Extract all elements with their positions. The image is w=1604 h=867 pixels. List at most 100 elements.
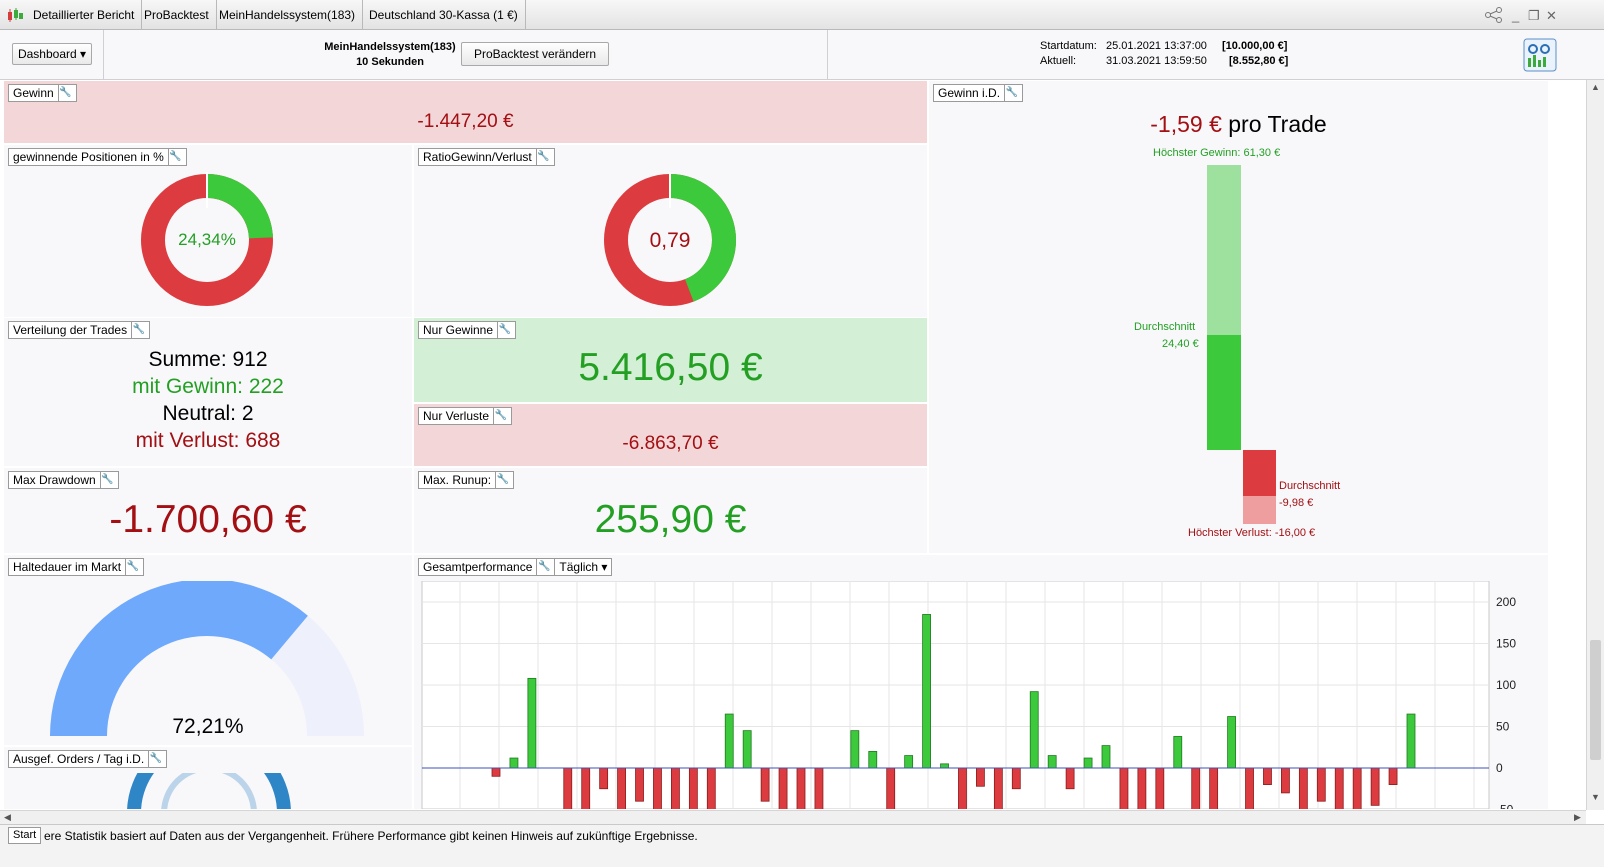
header-divider (103, 30, 104, 80)
panel-title: Max. Runup: 🔧 (418, 471, 515, 489)
tab-detailed-report[interactable]: Detaillierter Bericht (26, 0, 143, 30)
chart-bar (1191, 767, 1201, 809)
panel-title: Verteilung der Trades 🔧 (8, 321, 151, 339)
panel-title-label: Verteilung der Trades (13, 323, 128, 337)
scroll-left-icon[interactable]: ◀ (4, 812, 11, 822)
avg-gain-bar (1207, 335, 1241, 450)
tab-probacktest[interactable]: ProBacktest (137, 0, 217, 30)
modify-backtest-button[interactable]: ProBacktest verändern (461, 42, 609, 66)
start-tab[interactable]: Start (8, 827, 42, 844)
close-icon[interactable]: ✕ (1546, 8, 1557, 23)
chart-bar (922, 614, 931, 769)
max-runup-value: 255,90 € (594, 498, 747, 541)
chart-bar (1352, 767, 1362, 809)
restore-icon[interactable]: ❐ (1528, 8, 1540, 23)
panel-title: Gewinn 🔧 (8, 84, 77, 102)
wrench-icon[interactable]: 🔧 (57, 85, 72, 101)
panel-gain-per-trade: Gewinn i.D. 🔧 -1,59 € pro Trade Höchster … (929, 81, 1548, 553)
chart-bar (742, 730, 752, 769)
panel-max-runup: Max. Runup: 🔧 255,90 € (414, 468, 927, 553)
panel-max-drawdown: Max Drawdown 🔧 -1.700,60 € (4, 468, 412, 553)
wrench-icon[interactable]: 🔧 (167, 149, 182, 165)
only-losses-value: -6.863,70 € (622, 433, 719, 454)
performance-bar-chart: 200 150 100 50 0 -50 (421, 581, 1516, 810)
chart-bar (617, 767, 626, 809)
tab-trading-system[interactable]: MeinHandelssystem(183) (212, 0, 364, 30)
chart-bar (491, 767, 501, 777)
ratio-donut (604, 172, 736, 306)
share-icon[interactable] (1484, 6, 1504, 24)
gauge-fill (50, 581, 308, 736)
title-bar: Detaillierter Bericht ProBacktest MeinHa… (0, 0, 1604, 30)
panel-holding-time: Haltedauer im Markt 🔧 72,21% (4, 555, 412, 745)
panel-only-losses: Nur Verluste 🔧 -6.863,70 € (414, 404, 927, 466)
minimize-icon[interactable]: _ (1512, 8, 1520, 23)
chart-bar (1316, 767, 1326, 802)
y-tick-label: -50 (1496, 803, 1514, 810)
holding-value: 72,21% (172, 715, 244, 738)
panel-ratio: RatioGewinn/Verlust 🔧 0,79 (414, 145, 927, 317)
report-tool-icon[interactable] (1523, 38, 1557, 72)
dashboard-dropdown[interactable]: Dashboard ▾ (12, 43, 92, 65)
chart-bar (724, 713, 734, 769)
system-timeframe: 10 Sekunden (356, 56, 424, 68)
scrollbar-thumb[interactable] (1590, 640, 1601, 760)
chart-bar (1173, 736, 1183, 769)
holding-gauge (50, 581, 364, 736)
scroll-up-icon[interactable]: ▲ (1591, 82, 1600, 92)
wrench-icon[interactable]: 🔧 (131, 322, 145, 338)
per-trade-label: pro Trade (1228, 111, 1327, 137)
wrench-icon[interactable]: 🔧 (125, 559, 139, 575)
panel-title: Haltedauer im Markt 🔧 (8, 558, 145, 576)
tab-instrument[interactable]: Deutschland 30-Kassa (1 €) (362, 0, 526, 30)
per-trade-line: -1,59 € pro Trade (929, 111, 1548, 138)
panel-winning-positions: gewinnende Positionen in % 🔧 24,34% (4, 145, 412, 317)
chart-bar (796, 767, 806, 809)
wrench-icon[interactable]: 🔧 (1004, 85, 1018, 101)
chart-bar (1101, 745, 1111, 769)
panel-title: Ausgef. Orders / Tag i.D. 🔧 (8, 750, 168, 768)
panel-title-label: gewinnende Positionen in % (13, 150, 164, 164)
chart-bar (904, 755, 914, 769)
start-date: 25.01.2021 13:37:00 (1106, 40, 1207, 52)
vertical-scrollbar[interactable]: ▲ ▼ (1586, 80, 1604, 810)
y-tick-label: 200 (1496, 595, 1516, 609)
wrench-icon[interactable]: 🔧 (99, 472, 114, 488)
trades-total: Summe: 912 (148, 348, 268, 371)
period-dropdown[interactable]: Täglich ▾ (554, 559, 607, 575)
chart-bar (688, 767, 698, 809)
panel-title-label: Gewinn (13, 86, 54, 100)
chart-bar (599, 767, 609, 790)
chart-bar (706, 767, 716, 809)
wrench-icon[interactable]: 🔧 (148, 751, 162, 767)
trades-winning: mit Gewinn: 222 (132, 375, 284, 398)
panel-title-label: Nur Gewinne (423, 323, 494, 337)
chart-bar (886, 767, 896, 809)
wrench-icon[interactable]: 🔧 (535, 149, 550, 165)
chart-bar (527, 677, 537, 769)
chart-bar (1263, 767, 1272, 786)
wrench-icon[interactable]: 🔧 (493, 408, 507, 424)
panel-orders-per-day: Ausgef. Orders / Tag i.D. 🔧 (4, 747, 412, 809)
y-tick-label: 150 (1496, 637, 1516, 651)
per-trade-value: -1,59 € (1150, 111, 1222, 137)
header-divider (827, 30, 828, 80)
chart-bar (1227, 716, 1236, 769)
system-name: MeinHandelssystem(183) (324, 41, 456, 53)
chart-bar (850, 730, 860, 769)
chart-bar (1209, 767, 1219, 809)
chart-bar (581, 767, 591, 809)
avg-loss-label: Durchschnitt (1279, 480, 1341, 492)
panel-title-label: Max. Runup: (423, 473, 492, 487)
panel-title-label: RatioGewinn/Verlust (423, 150, 532, 164)
scroll-right-icon[interactable]: ▶ (1574, 812, 1581, 822)
horizontal-scrollbar[interactable]: ◀ ▶ (0, 810, 1586, 824)
panel-title: Max Drawdown 🔧 (8, 471, 119, 489)
panel-title-label: Max Drawdown (13, 473, 96, 487)
wrench-icon[interactable]: 🔧 (536, 559, 550, 575)
wrench-icon[interactable]: 🔧 (497, 322, 511, 338)
scroll-down-icon[interactable]: ▼ (1591, 792, 1600, 802)
wrench-icon[interactable]: 🔧 (495, 472, 509, 488)
trades-neutral: Neutral: 2 (162, 402, 254, 425)
